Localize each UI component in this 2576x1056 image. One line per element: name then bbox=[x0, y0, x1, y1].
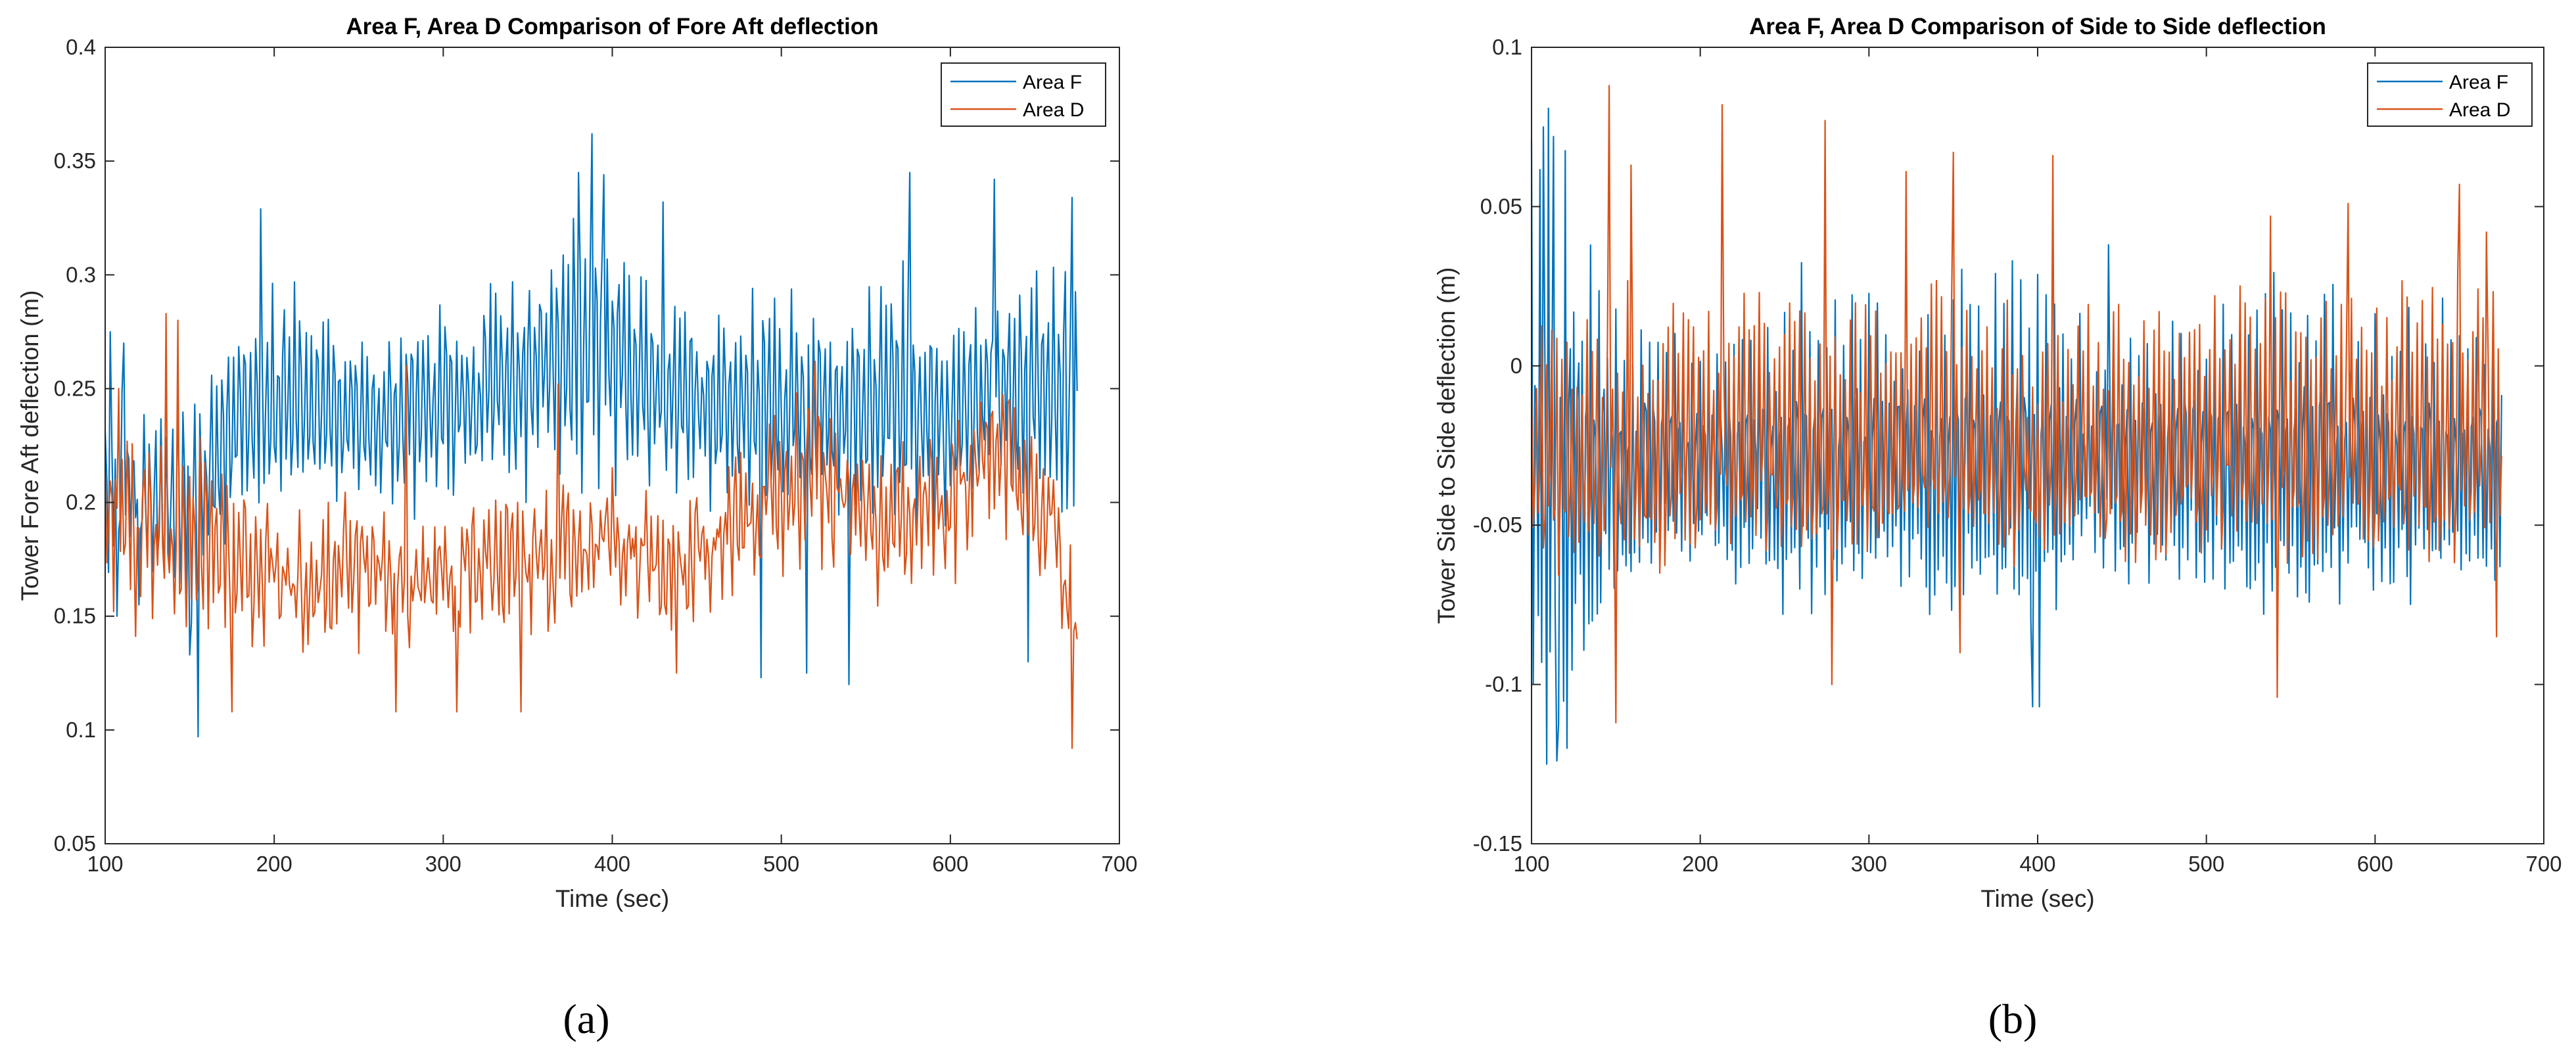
y-tick-label: 0.05 bbox=[54, 831, 96, 856]
y-tick-label: 0.1 bbox=[66, 718, 96, 742]
x-tick-label: 700 bbox=[1101, 852, 1137, 876]
legend-label-area-f: Area F bbox=[2449, 72, 2508, 93]
legend-label-area-f: Area F bbox=[1023, 72, 1082, 93]
x-tick-label: 500 bbox=[763, 852, 799, 876]
y-tick-label: 0.4 bbox=[66, 35, 96, 59]
ticks-layer: 100 200 300 400 500 600 700 0.05 0.1 0.15 0.2 0.25 0… bbox=[54, 35, 1138, 876]
chart-title: Area F, Area D Comparison of Side to Sid… bbox=[1749, 14, 2326, 39]
x-tick-label: 100 bbox=[87, 852, 123, 876]
chart-title: Area F, Area D Comparison of Fore Aft de… bbox=[346, 14, 878, 39]
legend: Area F Area D bbox=[941, 62, 1106, 127]
y-tick-label: 0.3 bbox=[66, 262, 96, 287]
y-tick-label: -0.15 bbox=[1473, 831, 1522, 856]
x-tick-label: 600 bbox=[932, 852, 968, 876]
chart-side-to-side: 100 200 300 400 500 600 700 -0.15 -0.1 -0.05 0 0.05… bbox=[1433, 14, 2562, 1042]
series-layer bbox=[104, 133, 1078, 749]
x-tick-label: 300 bbox=[1851, 852, 1887, 876]
series-line-area-d bbox=[1530, 85, 2502, 723]
legend-box bbox=[941, 62, 1106, 127]
y-tick-label: 0.15 bbox=[54, 604, 96, 628]
x-tick-label: 200 bbox=[256, 852, 293, 876]
y-tick-label: 0.35 bbox=[54, 149, 96, 173]
x-tick-label: 300 bbox=[425, 852, 461, 876]
ticks-layer: 100 200 300 400 500 600 700 -0.15 -0.1 -0.05 0 0.05… bbox=[1473, 35, 2562, 876]
chart-fore-aft: 100 200 300 400 500 600 700 0.05 0.1 0.15 0.2 0.25 0… bbox=[16, 14, 1138, 1042]
y-axis-label: Tower Side to Side deflection (m) bbox=[1433, 267, 1460, 624]
x-tick-label: 700 bbox=[2525, 852, 2562, 876]
x-tick-label: 600 bbox=[2357, 852, 2393, 876]
x-tick-label: 200 bbox=[1682, 852, 1718, 876]
y-axis-label: Tower Fore Aft deflection (m) bbox=[16, 290, 43, 601]
series-line-area-d bbox=[104, 313, 1078, 749]
legend-label-area-d: Area D bbox=[1023, 99, 1084, 121]
y-tick-label: 0.25 bbox=[54, 376, 96, 400]
y-tick-label: -0.1 bbox=[1485, 672, 1522, 697]
series-line-area-f bbox=[104, 133, 1078, 738]
x-tick-label: 400 bbox=[2019, 852, 2055, 876]
y-tick-label: 0.1 bbox=[1492, 35, 1522, 59]
x-tick-label: 400 bbox=[594, 852, 630, 876]
panel-label-b: (b) bbox=[1988, 996, 2038, 1042]
y-tick-label: 0 bbox=[1510, 354, 1522, 378]
x-axis-label: Time (sec) bbox=[555, 885, 669, 912]
x-tick-label: 500 bbox=[2188, 852, 2224, 876]
legend: Area F Area D bbox=[2367, 62, 2533, 127]
y-tick-label: 0.2 bbox=[66, 490, 96, 515]
legend-label-area-d: Area D bbox=[2449, 99, 2510, 121]
y-tick-label: -0.05 bbox=[1473, 513, 1522, 537]
series-layer bbox=[1530, 85, 2502, 765]
legend-box bbox=[2367, 62, 2533, 127]
panel-label-a: (a) bbox=[563, 996, 609, 1042]
y-tick-label: 0.05 bbox=[1480, 194, 1522, 218]
x-tick-label: 100 bbox=[1513, 852, 1549, 876]
x-axis-label: Time (sec) bbox=[1980, 885, 2094, 912]
